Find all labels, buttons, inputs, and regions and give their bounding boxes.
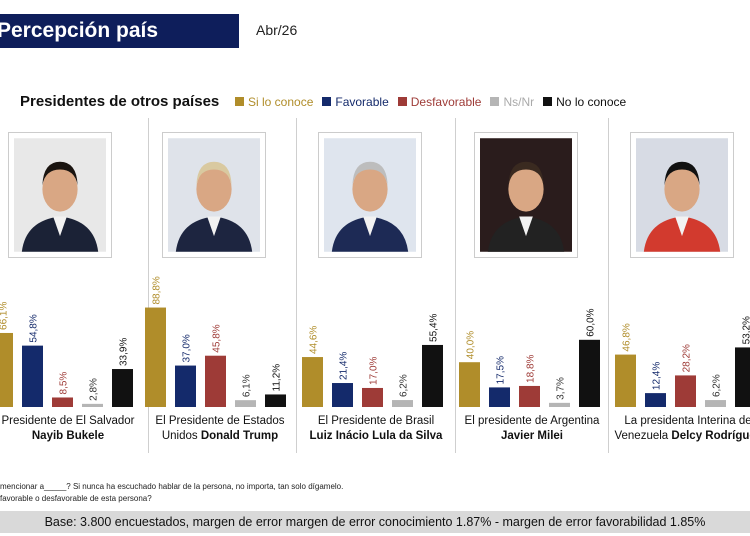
person-name: Delcy Rodríguez (671, 430, 750, 442)
legend-item: Ns/Nr (490, 95, 534, 109)
legend-item: No lo conoce (543, 95, 626, 109)
legend-swatch (490, 97, 500, 106)
data-label: 8,5% (59, 372, 70, 395)
data-label: 11,2% (272, 364, 283, 392)
page-title: Percepción país (0, 14, 239, 48)
category-title: El Presidente de Estados (155, 415, 285, 427)
section-title: Presidentes de otros países (20, 93, 220, 110)
bar-ns-nr (549, 402, 570, 407)
footnote: mencionar a_____? Si nunca ha escuchado … (0, 482, 344, 491)
data-label: 66,1% (0, 302, 10, 330)
bar-favorable (175, 365, 196, 407)
bar-ns-nr (235, 400, 256, 407)
data-label: 60,0% (586, 308, 597, 336)
bar-si-lo-conoce (0, 332, 13, 407)
data-label: 3,7% (556, 377, 567, 400)
data-label: 37,0% (182, 334, 193, 362)
legend-swatch (235, 97, 244, 106)
data-label: 21,4% (339, 352, 350, 380)
bar-ns-nr (705, 400, 726, 407)
data-label: 17,0% (369, 356, 380, 384)
bar-favorable (645, 393, 666, 407)
category-label: La presidenta Interina de Venezuela Delcy… (608, 414, 750, 444)
data-label: 18,8% (526, 354, 537, 382)
data-label: 53,2% (742, 316, 750, 344)
divider (455, 118, 456, 453)
bar-ns-nr (392, 400, 413, 407)
category-label: Presidente de El Salvador Nayib Bukele (0, 414, 148, 444)
person-name: Javier Milei (500, 430, 563, 442)
data-label: 2,8% (89, 378, 100, 401)
divider (148, 118, 149, 453)
legend-label: No lo conoce (556, 95, 627, 109)
data-label: 6,2% (399, 374, 410, 397)
category-title: La presidenta Interina de (624, 415, 750, 427)
bar-desfavorable (519, 385, 540, 407)
base-bar: Base: 3.800 encuestados, margen de error… (0, 511, 750, 533)
portrait-photo (474, 132, 578, 258)
portrait-photo (162, 132, 266, 258)
portrait-photo (318, 132, 422, 258)
divider (608, 118, 609, 453)
data-label: 45,8% (212, 324, 223, 352)
legend-swatch (397, 97, 407, 106)
bar-si-lo-conoce (615, 354, 636, 407)
data-label: 55,4% (429, 313, 440, 341)
data-label: 54,8% (29, 314, 40, 342)
legend-swatch (322, 97, 332, 106)
data-label: 17,5% (496, 356, 507, 384)
bar-no-lo-conoce (735, 347, 750, 407)
bar-si-lo-conoce (145, 307, 166, 407)
legend-label: Ns/Nr (503, 95, 535, 109)
category-label: El presidente de Argentina Javier Milei (452, 414, 612, 444)
category-title: El presidente de Argentina (464, 415, 600, 427)
legend: Si lo conoce Favorable Desfavorable Ns/Nr No… (235, 95, 626, 109)
legend-item: Si lo conoce (235, 95, 313, 109)
data-label: 33,9% (119, 338, 130, 366)
portrait-photo (630, 132, 734, 258)
bar-si-lo-conoce (302, 357, 323, 407)
bar-no-lo-conoce (112, 369, 133, 407)
legend-label: Desfavorable (410, 95, 482, 109)
person-name: Luiz Inácio Lula da Silva (309, 430, 443, 442)
legend-swatch (543, 97, 553, 106)
category-title: Venezuela (614, 430, 672, 442)
legend-label: Favorable (335, 95, 389, 109)
category-label: El Presidente de Estados Unidos Donald Tr… (140, 414, 300, 444)
bar-desfavorable (362, 387, 383, 407)
bar-favorable (489, 387, 510, 407)
data-label: 6,2% (712, 374, 723, 397)
data-label: 12,4% (652, 362, 663, 390)
person-name: Nayib Bukele (31, 430, 105, 442)
category-label: El Presidente de Brasil Luiz Inácio Lula … (296, 414, 456, 444)
data-label: 40,0% (466, 331, 477, 359)
category-title: Unidos (161, 430, 201, 442)
legend-item: Favorable (322, 95, 389, 109)
footnote: favorable o desfavorable de esta persona… (0, 494, 152, 503)
portrait-photo (8, 132, 112, 258)
bar-no-lo-conoce (265, 394, 286, 407)
data-label: 46,8% (622, 323, 633, 351)
bar-desfavorable (52, 397, 73, 407)
survey-date: Abr/26 (256, 22, 298, 38)
data-label: 44,6% (309, 326, 320, 354)
bar-favorable (332, 383, 353, 407)
bar-si-lo-conoce (459, 362, 480, 407)
bar-no-lo-conoce (422, 344, 443, 407)
data-label: 6,1% (242, 374, 253, 397)
person-name: Donald Trump (200, 430, 279, 442)
data-label: 28,2% (682, 344, 693, 372)
bar-ns-nr (82, 403, 103, 407)
data-label: 88,8% (152, 276, 163, 304)
bar-no-lo-conoce (579, 339, 600, 407)
category-title: Presidente de El Salvador (1, 415, 135, 427)
legend-label: Si lo conoce (248, 95, 314, 109)
bar-favorable (22, 345, 43, 407)
legend-item: Desfavorable (397, 95, 482, 109)
bar-desfavorable (205, 355, 226, 407)
bar-desfavorable (675, 375, 696, 407)
divider (296, 118, 297, 453)
category-title: El Presidente de Brasil (317, 415, 435, 427)
